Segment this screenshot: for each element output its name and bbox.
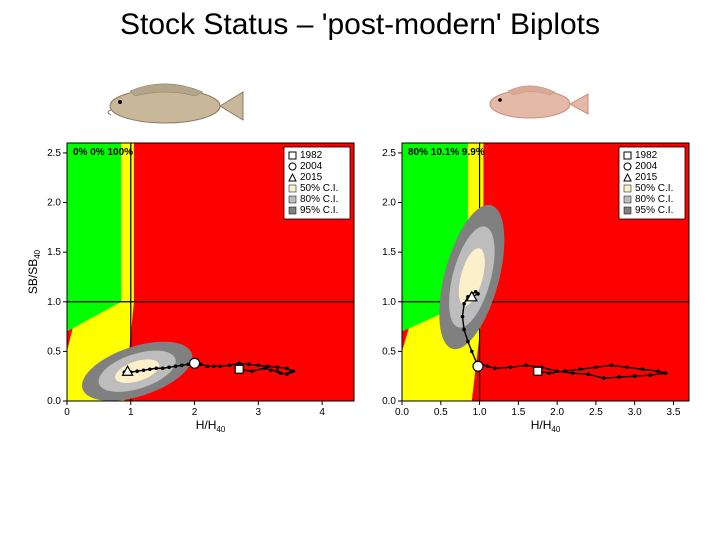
svg-text:0.0: 0.0 [395, 407, 409, 418]
svg-text:2: 2 [192, 407, 198, 418]
svg-text:1.5: 1.5 [511, 407, 525, 418]
svg-text:0.0: 0.0 [382, 396, 396, 407]
svg-text:2004: 2004 [635, 161, 658, 172]
chart-container: 0% 0% 100% 0 1 2 3 4 0.0 0.5 1.0 1.5 2.0 2.5 H/H40 SB… [25, 135, 695, 435]
svg-text:1.5: 1.5 [382, 247, 396, 258]
svg-text:1.0: 1.0 [47, 297, 61, 308]
svg-text:3.5: 3.5 [667, 407, 681, 418]
svg-text:2.5: 2.5 [589, 407, 603, 418]
svg-text:0.0: 0.0 [47, 396, 61, 407]
svg-text:95% C.I.: 95% C.I. [300, 205, 338, 216]
svg-text:1.0: 1.0 [382, 297, 396, 308]
svg-text:2.0: 2.0 [47, 198, 61, 209]
svg-text:SB/SB40: SB/SB40 [26, 249, 42, 294]
svg-text:80% C.I.: 80% C.I. [300, 194, 338, 205]
svg-text:80% C.I.: 80% C.I. [635, 194, 673, 205]
svg-text:1982: 1982 [635, 150, 658, 161]
svg-text:2015: 2015 [635, 172, 658, 183]
svg-text:1: 1 [128, 407, 134, 418]
svg-text:3.0: 3.0 [628, 407, 642, 418]
svg-text:H/H40: H/H40 [196, 418, 226, 434]
svg-text:1.5: 1.5 [47, 247, 61, 258]
left-biplot: 0% 0% 100% 0 1 2 3 4 0.0 0.5 1.0 1.5 2.0 2.5 H/H40 SB… [25, 135, 360, 435]
svg-text:2.5: 2.5 [47, 148, 61, 159]
right-biplot: 80% 10.1% 9.9% 0.0 0.5 1.0 1.5 2.0 2.5 3.0 3.5 0.… [360, 135, 695, 435]
svg-text:1.0: 1.0 [473, 407, 487, 418]
svg-text:0.5: 0.5 [434, 407, 448, 418]
svg-text:0% 0% 100%: 0% 0% 100% [73, 147, 133, 158]
svg-text:2004: 2004 [300, 161, 323, 172]
svg-text:80% 10.1% 9.9%: 80% 10.1% 9.9% [408, 147, 485, 158]
svg-text:2015: 2015 [300, 172, 323, 183]
svg-text:50% C.I.: 50% C.I. [300, 183, 338, 194]
svg-text:0: 0 [64, 407, 70, 418]
svg-text:0.5: 0.5 [382, 346, 396, 357]
svg-text:2.5: 2.5 [382, 148, 396, 159]
svg-text:4: 4 [319, 407, 325, 418]
svg-text:0.5: 0.5 [47, 346, 61, 357]
fish-left-icon [95, 78, 245, 133]
svg-text:3: 3 [256, 407, 262, 418]
svg-text:H/H40: H/H40 [531, 418, 561, 434]
fish-right-icon [480, 80, 590, 128]
svg-text:50% C.I.: 50% C.I. [635, 183, 673, 194]
slide: Stock Status – 'post-modern' Biplots 0% … [0, 0, 720, 540]
svg-text:1982: 1982 [300, 150, 323, 161]
svg-text:95% C.I.: 95% C.I. [635, 205, 673, 216]
svg-text:2.0: 2.0 [382, 198, 396, 209]
slide-title: Stock Status – 'post-modern' Biplots [0, 8, 720, 42]
svg-text:2.0: 2.0 [550, 407, 564, 418]
